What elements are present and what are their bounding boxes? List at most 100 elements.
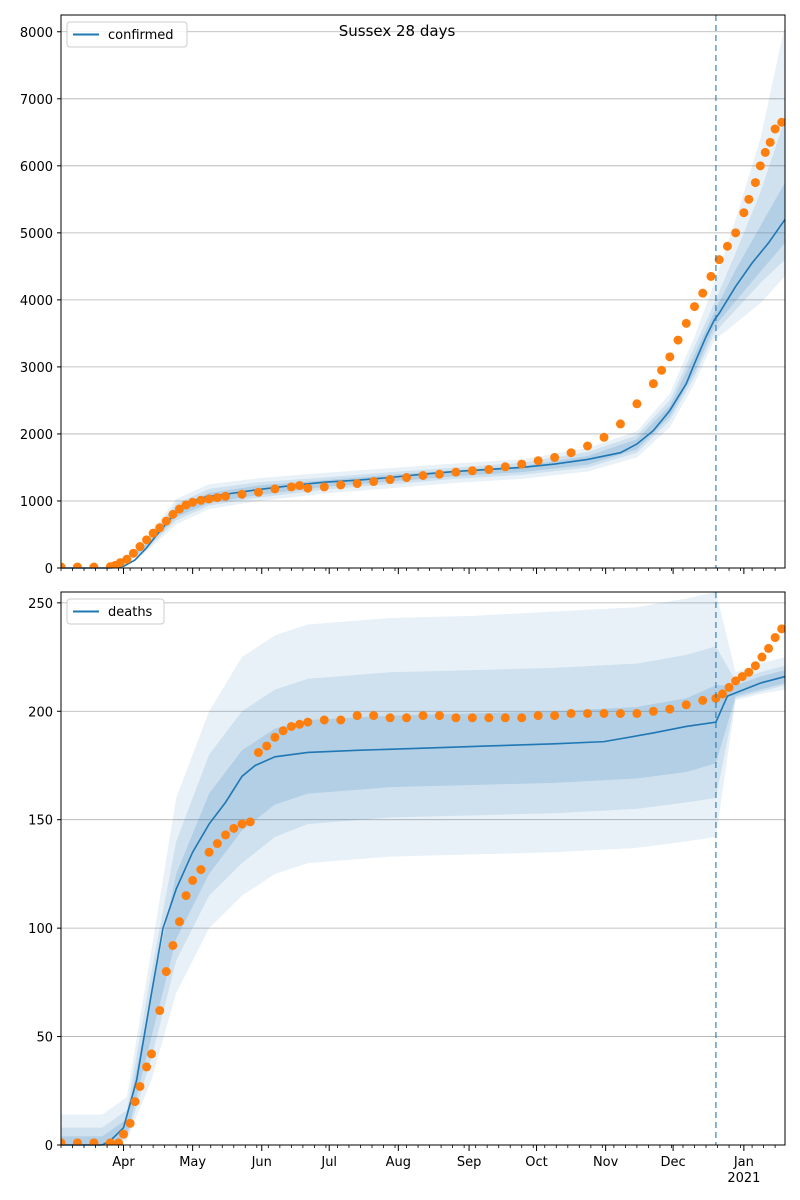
data-point bbox=[583, 441, 593, 451]
data-point bbox=[188, 497, 198, 507]
data-point bbox=[319, 482, 329, 492]
data-point bbox=[237, 489, 247, 499]
x-tick-label: May bbox=[179, 1155, 206, 1170]
data-point bbox=[319, 715, 329, 725]
data-point bbox=[196, 495, 206, 505]
data-point bbox=[717, 689, 727, 699]
y-tick-label: 6000 bbox=[20, 160, 53, 175]
data-point bbox=[681, 318, 691, 328]
x-tick-label: Jan bbox=[733, 1155, 754, 1170]
data-point bbox=[336, 715, 346, 725]
data-point bbox=[119, 1129, 129, 1139]
data-point bbox=[632, 708, 642, 718]
data-point bbox=[270, 732, 280, 742]
data-point bbox=[777, 624, 785, 634]
data-point bbox=[698, 288, 708, 298]
y-tick-label: 8000 bbox=[20, 26, 53, 41]
data-point bbox=[757, 652, 767, 662]
data-point bbox=[566, 448, 576, 458]
data-point bbox=[714, 255, 724, 265]
x-tick-label: Jun bbox=[251, 1155, 272, 1170]
data-point bbox=[161, 967, 171, 977]
data-point bbox=[467, 713, 477, 723]
data-point bbox=[262, 741, 272, 751]
data-point bbox=[673, 335, 683, 345]
y-tick-label: 7000 bbox=[20, 93, 53, 108]
data-point bbox=[385, 475, 395, 485]
data-point bbox=[188, 875, 198, 885]
data-point bbox=[174, 917, 184, 927]
data-point bbox=[212, 493, 222, 503]
data-point bbox=[147, 1049, 156, 1059]
data-point bbox=[89, 562, 99, 568]
data-point bbox=[550, 452, 560, 462]
data-point bbox=[174, 504, 184, 514]
figure-title: Sussex 28 days bbox=[339, 22, 456, 40]
y-tick-label: 0 bbox=[45, 1139, 53, 1154]
data-point bbox=[484, 464, 494, 474]
data-point bbox=[352, 479, 362, 489]
data-point bbox=[731, 676, 741, 686]
data-point bbox=[352, 711, 362, 721]
x-tick-label: Aug bbox=[386, 1155, 411, 1170]
data-point bbox=[500, 713, 510, 723]
data-point bbox=[168, 940, 178, 950]
data-point bbox=[533, 711, 543, 721]
data-point bbox=[755, 161, 765, 171]
legend-label-confirmed: confirmed bbox=[108, 28, 174, 43]
data-point bbox=[722, 241, 732, 251]
data-point bbox=[135, 1081, 145, 1091]
data-point bbox=[434, 469, 444, 479]
data-point bbox=[142, 535, 152, 545]
data-point bbox=[303, 717, 313, 727]
data-point bbox=[122, 554, 132, 564]
legend-box bbox=[66, 598, 165, 625]
data-point bbox=[750, 178, 760, 188]
data-point bbox=[770, 633, 780, 643]
data-point bbox=[517, 713, 527, 723]
data-point bbox=[731, 228, 741, 238]
data-point bbox=[369, 711, 379, 721]
x-tick-label: Dec bbox=[661, 1155, 686, 1170]
data-point bbox=[105, 1138, 115, 1145]
y-tick-label: 200 bbox=[28, 705, 53, 720]
observed-points bbox=[61, 117, 785, 568]
data-point bbox=[204, 494, 214, 504]
y-tick-label: 0 bbox=[45, 562, 53, 577]
data-point bbox=[434, 711, 444, 721]
legend: deaths bbox=[66, 598, 165, 625]
data-point bbox=[212, 839, 222, 849]
data-point bbox=[61, 1138, 66, 1145]
data-point bbox=[196, 865, 206, 875]
y-tick-label: 50 bbox=[36, 1031, 53, 1046]
x-tick-label: Nov bbox=[593, 1155, 619, 1170]
data-point bbox=[418, 711, 428, 721]
data-point bbox=[665, 352, 675, 362]
data-point bbox=[451, 713, 461, 723]
data-point bbox=[237, 819, 247, 829]
data-point bbox=[765, 137, 775, 147]
uncertainty-band bbox=[61, 646, 785, 1145]
x-tick-label: Apr bbox=[112, 1155, 135, 1170]
data-point bbox=[744, 667, 754, 677]
data-point bbox=[698, 695, 708, 705]
y-tick-label: 1000 bbox=[20, 495, 53, 510]
data-point bbox=[253, 747, 263, 757]
data-point bbox=[583, 708, 593, 718]
data-point bbox=[750, 661, 760, 671]
data-point bbox=[615, 419, 625, 429]
data-point bbox=[484, 713, 494, 723]
data-point bbox=[764, 643, 774, 653]
x-tick-label: Jul bbox=[320, 1155, 337, 1170]
data-point bbox=[737, 672, 747, 682]
y-tick-label: 150 bbox=[28, 814, 53, 829]
data-point bbox=[128, 548, 138, 558]
x-tick-label: Oct bbox=[525, 1155, 547, 1170]
observed-points bbox=[61, 624, 785, 1145]
data-point bbox=[744, 194, 754, 204]
data-point bbox=[648, 379, 658, 389]
data-point bbox=[615, 708, 625, 718]
y-tick-label: 2000 bbox=[20, 428, 53, 443]
data-point bbox=[221, 491, 231, 501]
data-point bbox=[500, 462, 510, 472]
